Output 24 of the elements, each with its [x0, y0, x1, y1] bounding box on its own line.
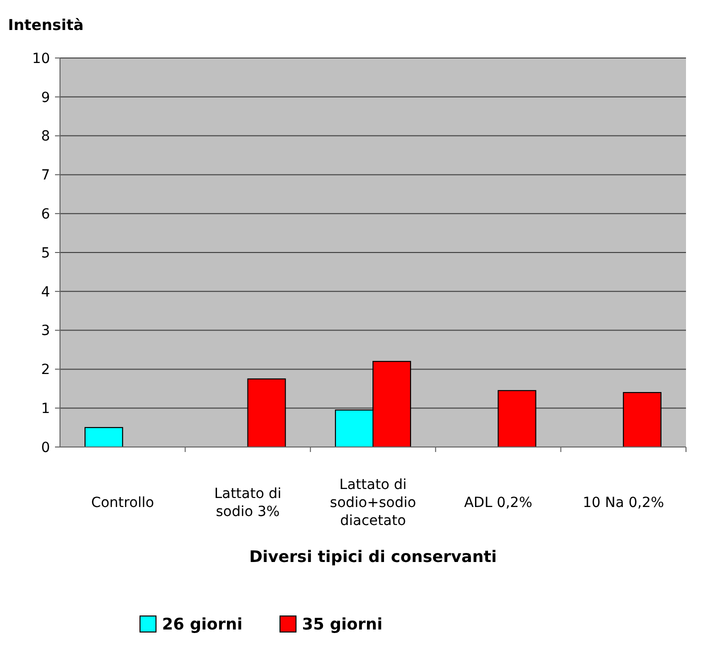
y-axis-title: Intensità: [8, 16, 84, 34]
x-tick-label: Lattato di sodio+sodio diacetato: [330, 477, 416, 529]
legend-label: 35 giorni: [302, 614, 383, 634]
y-tick-label: 7: [41, 168, 50, 184]
y-tick-label: 1: [41, 401, 50, 417]
x-tick-label: Lattato di sodio 3%: [214, 486, 282, 520]
y-tick-label: 9: [41, 90, 50, 106]
y-tick-label: 6: [41, 206, 50, 222]
y-tick-label: 0: [41, 440, 50, 456]
x-axis-title: Diversi tipici di conservanti: [249, 547, 497, 566]
bar: [498, 390, 536, 448]
y-tick-label: 10: [32, 50, 50, 67]
y-tick-label: 5: [41, 245, 50, 262]
bar: [84, 427, 124, 448]
x-tick-label: Controllo: [91, 495, 154, 511]
y-tick-label: 2: [41, 362, 50, 378]
legend-label: 26 giorni: [162, 614, 243, 634]
y-tick-label: 3: [41, 323, 50, 340]
bar: [247, 378, 286, 448]
x-tick-label: 10 Na 0,2%: [582, 495, 664, 511]
bar: [622, 392, 662, 448]
x-tick-label: ADL 0,2%: [464, 495, 532, 511]
y-tick-label: 4: [41, 284, 50, 300]
y-tick-label: 8: [41, 128, 50, 145]
